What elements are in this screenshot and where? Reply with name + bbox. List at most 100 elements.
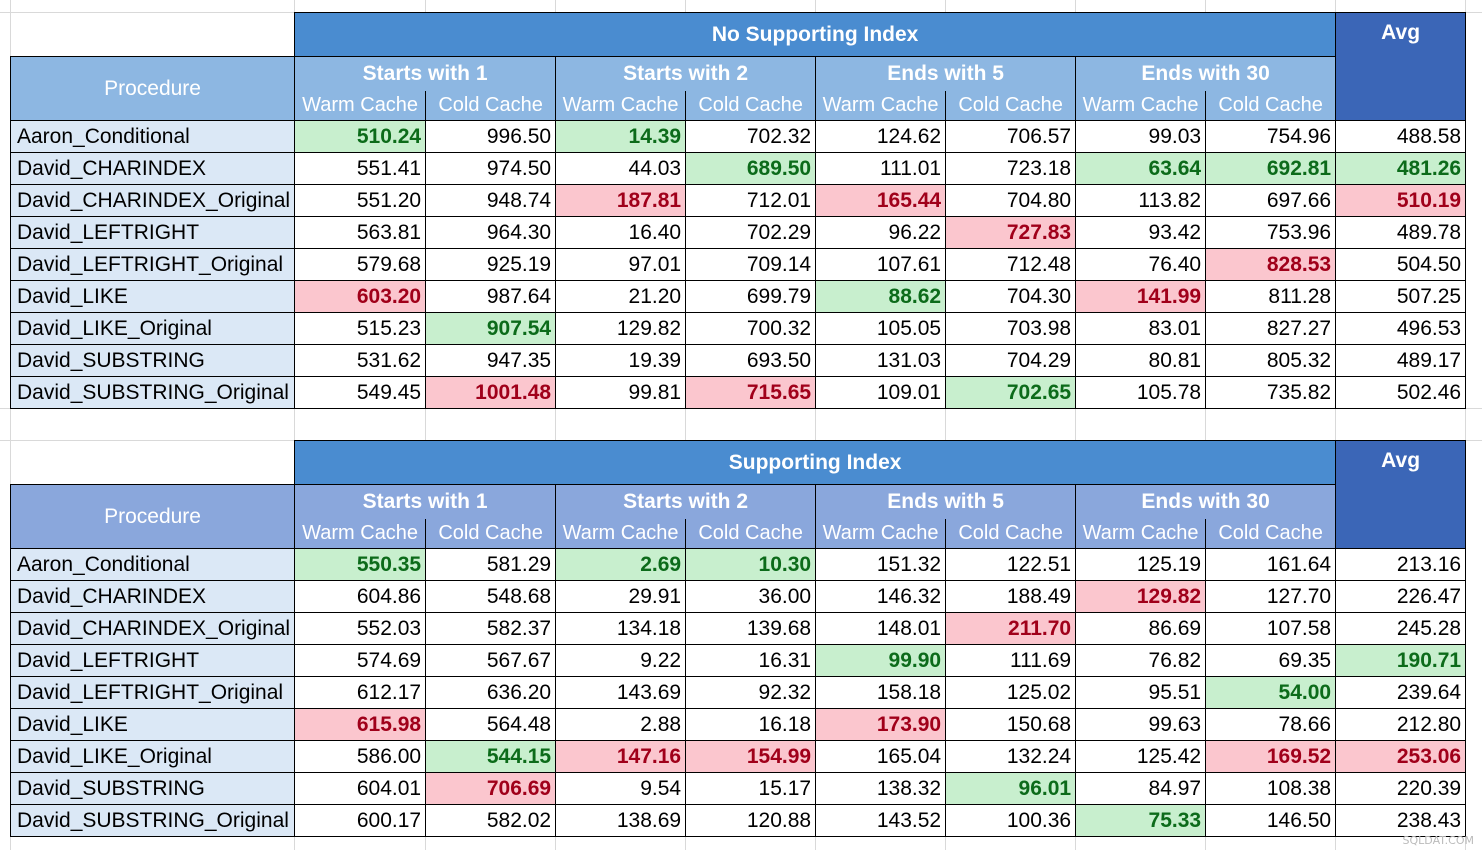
value-cell: 586.00 (294, 740, 427, 773)
value-cell: 504.50 (1335, 248, 1467, 281)
value-cell: 131.03 (815, 344, 947, 377)
value-cell: 105.05 (815, 312, 947, 345)
value-cell: 129.82 (1075, 580, 1207, 613)
value-cell: 169.52 (1205, 740, 1337, 773)
procedure-name: David_CHARINDEX (9, 152, 296, 185)
procedure-header: Procedure (9, 484, 296, 549)
value-cell: 190.71 (1335, 644, 1467, 677)
value-cell: 754.96 (1205, 120, 1337, 153)
value-cell: 489.78 (1335, 216, 1467, 249)
value-cell: 548.68 (425, 580, 557, 613)
value-cell: 124.62 (815, 120, 947, 153)
value-cell: 828.53 (1205, 248, 1337, 281)
value-cell: 996.50 (425, 120, 557, 153)
table-title: No Supporting Index (294, 12, 1337, 57)
value-cell: 138.69 (555, 804, 687, 837)
value-cell: 161.64 (1205, 548, 1337, 581)
value-cell: 211.70 (945, 612, 1077, 645)
value-cell: 97.01 (555, 248, 687, 281)
value-cell: 1001.48 (425, 376, 557, 409)
value-cell: 96.22 (815, 216, 947, 249)
procedure-header: Procedure (9, 56, 296, 121)
value-cell: 567.67 (425, 644, 557, 677)
group-header: Starts with 2 (555, 56, 817, 91)
value-cell: 723.18 (945, 152, 1077, 185)
value-cell: 574.69 (294, 644, 427, 677)
procedure-name: David_SUBSTRING_Original (9, 376, 296, 409)
value-cell: 2.69 (555, 548, 687, 581)
avg-header: Avg (1335, 12, 1467, 121)
value-cell: 974.50 (425, 152, 557, 185)
warm-cache-header: Warm Cache (815, 90, 947, 121)
procedure-name: David_SUBSTRING_Original (9, 804, 296, 837)
value-cell: 143.52 (815, 804, 947, 837)
value-cell: 612.17 (294, 676, 427, 709)
value-cell: 150.68 (945, 708, 1077, 741)
value-cell: 143.69 (555, 676, 687, 709)
value-cell: 76.40 (1075, 248, 1207, 281)
value-cell: 151.32 (815, 548, 947, 581)
value-cell: 95.51 (1075, 676, 1207, 709)
procedure-name: David_LEFTRIGHT (9, 216, 296, 249)
group-header: Ends with 30 (1075, 484, 1337, 519)
value-cell: 15.17 (685, 772, 817, 805)
procedure-name: Aaron_Conditional (9, 548, 296, 581)
table-row: David_LEFTRIGHT 574.69 567.67 9.22 16.31 99.9… (9, 644, 1467, 677)
value-cell: 551.20 (294, 184, 427, 217)
value-cell: 604.01 (294, 772, 427, 805)
value-cell: 75.33 (1075, 804, 1207, 837)
table-row: David_LEFTRIGHT_Original 579.68 925.19 97.0… (9, 248, 1467, 281)
value-cell: 564.48 (425, 708, 557, 741)
group-header: Starts with 1 (294, 56, 557, 91)
value-cell: 715.65 (685, 376, 817, 409)
value-cell: 510.24 (294, 120, 427, 153)
value-cell: 36.00 (685, 580, 817, 613)
value-cell: 80.81 (1075, 344, 1207, 377)
warm-cache-header: Warm Cache (555, 518, 687, 549)
table-row: David_SUBSTRING 531.62 947.35 19.39 693.50 13… (9, 344, 1467, 377)
group-header: Starts with 2 (555, 484, 817, 519)
value-cell: 125.02 (945, 676, 1077, 709)
value-cell: 987.64 (425, 280, 557, 313)
value-cell: 120.88 (685, 804, 817, 837)
value-cell: 107.58 (1205, 612, 1337, 645)
value-cell: 636.20 (425, 676, 557, 709)
group-header: Starts with 1 (294, 484, 557, 519)
value-cell: 245.28 (1335, 612, 1467, 645)
table-row: David_LEFTRIGHT_Original 612.17 636.20 143.… (9, 676, 1467, 709)
value-cell: 99.63 (1075, 708, 1207, 741)
value-cell: 712.01 (685, 184, 817, 217)
group-header: Ends with 5 (815, 56, 1077, 91)
value-cell: 83.01 (1075, 312, 1207, 345)
procedure-name: David_LEFTRIGHT_Original (9, 248, 296, 281)
table-row: Aaron_Conditional 550.35 581.29 2.69 10.30 15… (9, 548, 1467, 581)
procedure-name: David_CHARINDEX_Original (9, 184, 296, 217)
value-cell: 706.57 (945, 120, 1077, 153)
value-cell: 702.65 (945, 376, 1077, 409)
value-cell: 544.15 (425, 740, 557, 773)
value-cell: 129.82 (555, 312, 687, 345)
value-cell: 496.53 (1335, 312, 1467, 345)
table-row: David_LEFTRIGHT 563.81 964.30 16.40 702.29 96… (9, 216, 1467, 249)
value-cell: 88.62 (815, 280, 947, 313)
value-cell: 700.32 (685, 312, 817, 345)
value-cell: 63.64 (1075, 152, 1207, 185)
cold-cache-header: Cold Cache (685, 518, 817, 549)
value-cell: 212.80 (1335, 708, 1467, 741)
value-cell: 603.20 (294, 280, 427, 313)
value-cell: 132.24 (945, 740, 1077, 773)
value-cell: 510.19 (1335, 184, 1467, 217)
table-row: David_LIKE_Original 515.23 907.54 129.82 700… (9, 312, 1467, 345)
value-cell: 704.80 (945, 184, 1077, 217)
value-cell: 16.31 (685, 644, 817, 677)
value-cell: 86.69 (1075, 612, 1207, 645)
value-cell: 689.50 (685, 152, 817, 185)
value-cell: 947.35 (425, 344, 557, 377)
procedure-name: David_LIKE_Original (9, 740, 296, 773)
value-cell: 188.49 (945, 580, 1077, 613)
procedure-name: David_LEFTRIGHT_Original (9, 676, 296, 709)
value-cell: 9.22 (555, 644, 687, 677)
cold-cache-header: Cold Cache (945, 90, 1077, 121)
value-cell: 84.97 (1075, 772, 1207, 805)
value-cell: 213.16 (1335, 548, 1467, 581)
